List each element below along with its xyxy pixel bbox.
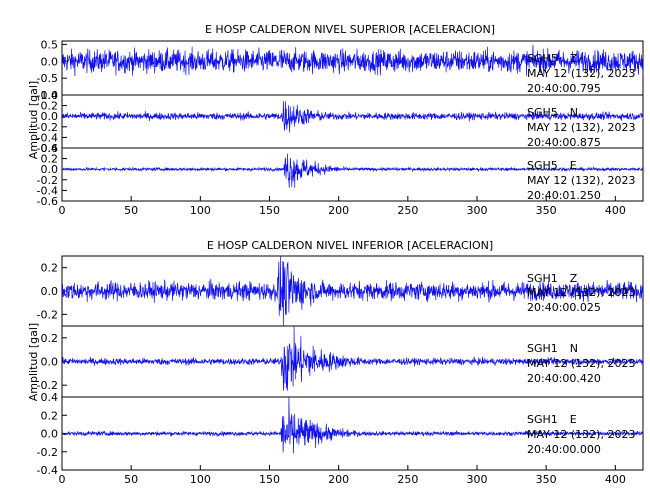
- y-tick-label: 0.0: [41, 285, 59, 298]
- time-label: 20:40:00.000: [527, 443, 601, 456]
- y-tick-label: -0.5: [37, 72, 58, 85]
- waveform-trace: [61, 255, 644, 327]
- x-tick-label: 300: [467, 204, 488, 217]
- y-tick-label: -0.6: [37, 142, 58, 155]
- x-tick-label: 250: [397, 204, 418, 217]
- y-tick-label: 0.2: [41, 409, 59, 422]
- y-axis-label: Amplitud [gal]: [27, 323, 40, 401]
- y-tick-label: 0.2: [41, 100, 59, 113]
- y-ticks: 0.2 0.0 -0.2: [37, 262, 67, 321]
- x-tick-label: 0: [59, 204, 66, 217]
- station-label: SGH5 N: [527, 106, 578, 119]
- panel-frame: [61, 147, 644, 202]
- x-tick-label: 400: [605, 473, 626, 486]
- x-tick-label: 400: [605, 204, 626, 217]
- y-tick-label: 0.0: [41, 356, 59, 369]
- x-tick-label: 200: [328, 473, 349, 486]
- x-axis: 0 50 100 150 200 250 300 350 400: [59, 465, 626, 486]
- y-tick-label: 0.0: [41, 163, 59, 176]
- x-tick-label: 250: [397, 473, 418, 486]
- date-label: MAY 12 (132), 2023: [527, 286, 635, 299]
- waveform-trace: [61, 100, 644, 133]
- y-tick-label: -0.2: [37, 121, 58, 134]
- waveform-trace: [61, 153, 644, 188]
- station-label: SGH1 Z: [527, 272, 578, 285]
- waveform-trace: [61, 326, 644, 391]
- y-ticks: 0.2 0.0 -0.2: [37, 332, 67, 392]
- chart-title: E HOSP CALDERON NIVEL SUPERIOR [ACELERAC…: [205, 23, 495, 36]
- waveform-trace: [61, 44, 644, 77]
- y-ticks: 0.40.20.0-0.2-0.4-0.6: [37, 89, 67, 155]
- y-tick-label: -0.2: [37, 379, 58, 392]
- time-label: 20:40:00.875: [527, 136, 601, 149]
- x-tick-label: 100: [190, 473, 211, 486]
- x-axis: 0 50 100 150 200 250 300 350 400: [59, 196, 626, 217]
- y-tick-label: -0.4: [37, 464, 58, 477]
- waveform-trace: [62, 396, 644, 454]
- y-axis-label: Amplitud [gal]: [27, 81, 40, 159]
- date-label: MAY 12 (132), 2023: [527, 357, 635, 370]
- panel-sgh1-e: 0.4 0.2 0.0 -0.2 -0.4 SGH1 E MAY 12 (132), 20…: [37, 391, 644, 477]
- time-label: 20:40:00.795: [527, 82, 601, 95]
- panel-sgh1-n: 0.2 0.0 -0.2 SGH1 N MAY 12 (132), 2023 20:4…: [37, 325, 644, 398]
- y-ticks: 0.5 0.0 -0.5 -1.0: [37, 38, 67, 102]
- station-label: SGH5 Z: [527, 52, 578, 65]
- date-label: MAY 12 (132), 2023: [527, 428, 635, 441]
- y-tick-label: 0.2: [41, 153, 59, 166]
- y-tick-label: -1.0: [37, 89, 58, 102]
- x-tick-label: 150: [259, 473, 280, 486]
- y-ticks: 0.40.20.0-0.2-0.4-0.6: [37, 142, 67, 208]
- y-tick-label: 0.2: [41, 332, 59, 345]
- panel-sgh5-z: 0.50.0-0.5-1.0 SGH5 Z MAY 12 (132), 2023 …: [37, 38, 644, 102]
- x-tick-label: 350: [536, 204, 557, 217]
- chart-superior: E HOSP CALDERON NIVEL SUPERIOR [ACELERAC…: [27, 23, 644, 217]
- y-tick-label: 0.4: [41, 391, 59, 404]
- x-tick-label: 350: [536, 473, 557, 486]
- y-tick-label: -0.4: [37, 184, 58, 197]
- y-tick-label: -0.2: [37, 308, 58, 321]
- date-label: MAY 12 (132), 2023: [527, 67, 635, 80]
- panel-sgh5-e: 0.40.20.0-0.2-0.4-0.6 SGH5 E MAY 12 (132)…: [37, 142, 644, 208]
- chart-inferior: E HOSP CALDERON NIVEL INFERIOR [ACELERAC…: [27, 239, 644, 486]
- date-label: MAY 12 (132), 2023: [527, 121, 635, 134]
- panel-sgh1-z: 0.2 0.0 -0.2 SGH1 Z MAY 12 (132), 2023 20:4…: [37, 255, 644, 327]
- x-tick-label: 200: [328, 204, 349, 217]
- station-label: SGH5 E: [527, 159, 577, 172]
- y-tick-label: -0.6: [37, 195, 58, 208]
- x-tick-label: 50: [124, 204, 138, 217]
- x-tick-label: 100: [190, 204, 211, 217]
- y-tick-label: 0.4: [41, 89, 59, 102]
- time-label: 20:40:01.250: [527, 189, 601, 202]
- x-tick-label: 300: [467, 473, 488, 486]
- time-label: 20:40:00.420: [527, 372, 601, 385]
- y-tick-label: 0.4: [41, 142, 59, 155]
- date-label: MAY 12 (132), 2023: [527, 174, 635, 187]
- y-tick-label: 0.5: [41, 38, 59, 51]
- panel-sgh5-n: 0.40.20.0-0.2-0.4-0.6 SGH5 N MAY 12 (132)…: [37, 89, 644, 155]
- y-tick-label: 0.0: [41, 55, 59, 68]
- station-label: SGH1 N: [527, 342, 578, 355]
- y-tick-label: 0.0: [41, 428, 59, 441]
- station-label: SGH1 E: [527, 413, 577, 426]
- y-tick-label: -0.4: [37, 131, 58, 144]
- x-tick-label: 0: [59, 473, 66, 486]
- y-tick-label: -0.2: [37, 174, 58, 187]
- chart-title: E HOSP CALDERON NIVEL INFERIOR [ACELERAC…: [207, 239, 493, 252]
- time-label: 20:40:00.025: [527, 301, 601, 314]
- y-tick-label: -0.2: [37, 446, 58, 459]
- x-tick-label: 50: [124, 473, 138, 486]
- y-tick-label: 0.2: [41, 262, 59, 275]
- x-tick-label: 150: [259, 204, 280, 217]
- y-tick-label: 0.0: [41, 110, 59, 123]
